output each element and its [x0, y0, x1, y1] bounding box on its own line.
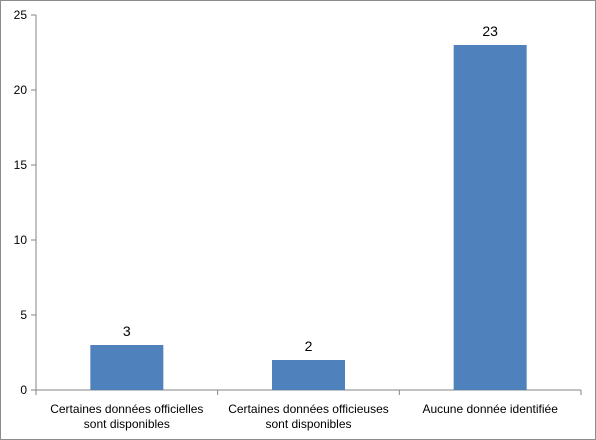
bar [453, 45, 527, 390]
data-label: 23 [482, 23, 498, 39]
y-tick-label: 5 [20, 308, 27, 322]
y-tick-label: 10 [14, 233, 28, 247]
category-label: Aucune donnée identifiée [422, 402, 558, 416]
labels: 0 5 10 15 20 25 3 Certaines données officielles… [14, 8, 559, 431]
bar [90, 345, 164, 390]
bars [90, 45, 527, 390]
data-label: 3 [123, 323, 131, 339]
bar [272, 360, 345, 390]
category-label: Certaines données officielles [50, 402, 203, 416]
y-tick-label: 15 [14, 158, 28, 172]
y-tick-label: 25 [14, 8, 28, 22]
data-label: 2 [305, 338, 313, 354]
y-tick-label: 20 [14, 83, 28, 97]
y-tick-label: 0 [20, 383, 27, 397]
category-label: sont disponibles [84, 417, 170, 431]
category-label: sont disponibles [265, 417, 351, 431]
category-label: Certaines données officieuses [228, 402, 389, 416]
